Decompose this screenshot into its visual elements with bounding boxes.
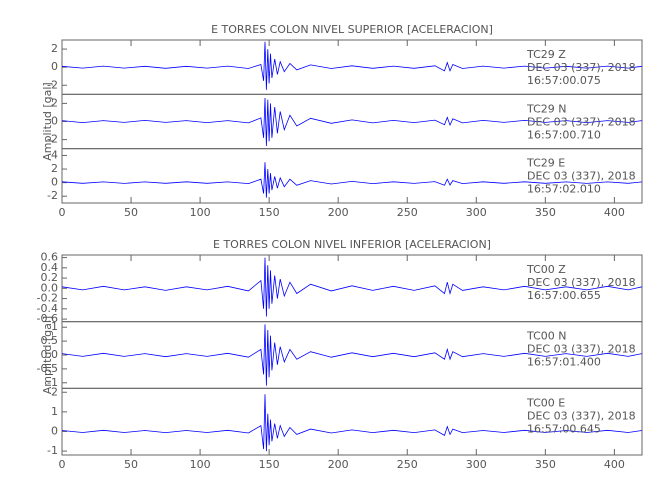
x-tick-label: 300 xyxy=(466,458,487,471)
x-tick-label: 50 xyxy=(124,206,138,219)
time-label: 16:57:00.655 xyxy=(527,289,601,302)
station-label: TC29 N xyxy=(526,102,566,115)
y-tick-label: 2 xyxy=(51,385,58,398)
x-tick-label: 150 xyxy=(259,206,280,219)
waveform xyxy=(61,97,643,147)
x-tick-label: 350 xyxy=(535,458,556,471)
x-tick-label: 0 xyxy=(59,458,66,471)
x-tick-label: 250 xyxy=(397,458,418,471)
station-label: TC00 N xyxy=(526,330,566,343)
date-label: DEC 03 (337), 2018 xyxy=(527,115,636,128)
date-label: DEC 03 (337), 2018 xyxy=(527,276,636,289)
y-tick-label: 0.5 xyxy=(41,334,59,347)
x-tick-label: 100 xyxy=(190,206,211,219)
y-tick-label: -0.2 xyxy=(37,292,58,305)
station-label: TC00 E xyxy=(526,396,565,409)
y-tick-label: 0 xyxy=(51,176,58,189)
y-tick-label: 2 xyxy=(51,96,58,109)
x-tick-label: 0 xyxy=(59,206,66,219)
x-tick-label: 100 xyxy=(190,458,211,471)
y-tick-label: -1 xyxy=(47,444,58,457)
time-label: 16:57:01.400 xyxy=(527,356,601,369)
y-tick-label: 0.0 xyxy=(41,348,59,361)
y-tick-label: -2 xyxy=(47,189,58,202)
y-tick-label: 2 xyxy=(51,42,58,55)
waveform xyxy=(61,162,643,198)
x-tick-label: 150 xyxy=(259,458,280,471)
y-tick-label: 4 xyxy=(51,148,58,161)
x-tick-label: 50 xyxy=(124,458,138,471)
y-tick-label: -2 xyxy=(47,133,58,146)
x-tick-label: 200 xyxy=(328,458,349,471)
station-label: TC29 E xyxy=(526,157,565,170)
date-label: DEC 03 (337), 2018 xyxy=(527,409,636,422)
chart-title: E TORRES COLON NIVEL SUPERIOR [ACELERACI… xyxy=(211,23,493,36)
x-tick-label: 400 xyxy=(604,206,625,219)
time-label: 16:57:00.075 xyxy=(527,74,601,87)
time-label: 16:57:02.010 xyxy=(527,183,601,196)
y-tick-label: -1 xyxy=(47,376,58,389)
y-tick-label: 0.4 xyxy=(41,261,59,274)
y-axis-label: Amplitud [gal] xyxy=(41,316,54,394)
y-tick-label: 0 xyxy=(51,424,58,437)
waveform xyxy=(61,41,643,90)
waveform xyxy=(61,324,643,386)
panel-frame xyxy=(61,148,643,204)
time-label: 16:57:00.645 xyxy=(527,422,601,435)
chart-title: E TORRES COLON NIVEL INFERIOR [ACELERACI… xyxy=(213,238,491,251)
y-tick-label: 1 xyxy=(51,405,58,418)
y-tick-label: 0 xyxy=(51,60,58,73)
y-tick-label: 0.6 xyxy=(41,251,59,264)
y-tick-label: 2 xyxy=(51,162,58,175)
y-tick-label: 0 xyxy=(51,115,58,128)
y-tick-label: 1 xyxy=(51,320,58,333)
y-tick-label: -0.4 xyxy=(37,302,58,315)
date-label: DEC 03 (337), 2018 xyxy=(527,61,636,74)
y-tick-label: 0.2 xyxy=(41,271,59,284)
x-tick-label: 350 xyxy=(535,206,556,219)
x-tick-label: 250 xyxy=(397,206,418,219)
station-label: TC00 Z xyxy=(526,263,566,276)
panel-frame xyxy=(61,387,643,456)
x-tick-label: 200 xyxy=(328,206,349,219)
y-tick-label: -0.6 xyxy=(37,312,58,325)
waveform xyxy=(61,257,643,317)
x-tick-label: 300 xyxy=(466,206,487,219)
time-label: 16:57:00.710 xyxy=(527,128,601,141)
y-tick-label: -2 xyxy=(47,78,58,91)
y-tick-label: 0.0 xyxy=(41,281,59,294)
date-label: DEC 03 (337), 2018 xyxy=(527,343,636,356)
y-axis-label: Amplitud [gal] xyxy=(41,82,54,160)
x-tick-label: 400 xyxy=(604,458,625,471)
waveform xyxy=(61,394,643,452)
station-label: TC29 Z xyxy=(526,48,566,61)
date-label: DEC 03 (337), 2018 xyxy=(527,170,636,183)
y-tick-label: -0.5 xyxy=(37,362,58,375)
